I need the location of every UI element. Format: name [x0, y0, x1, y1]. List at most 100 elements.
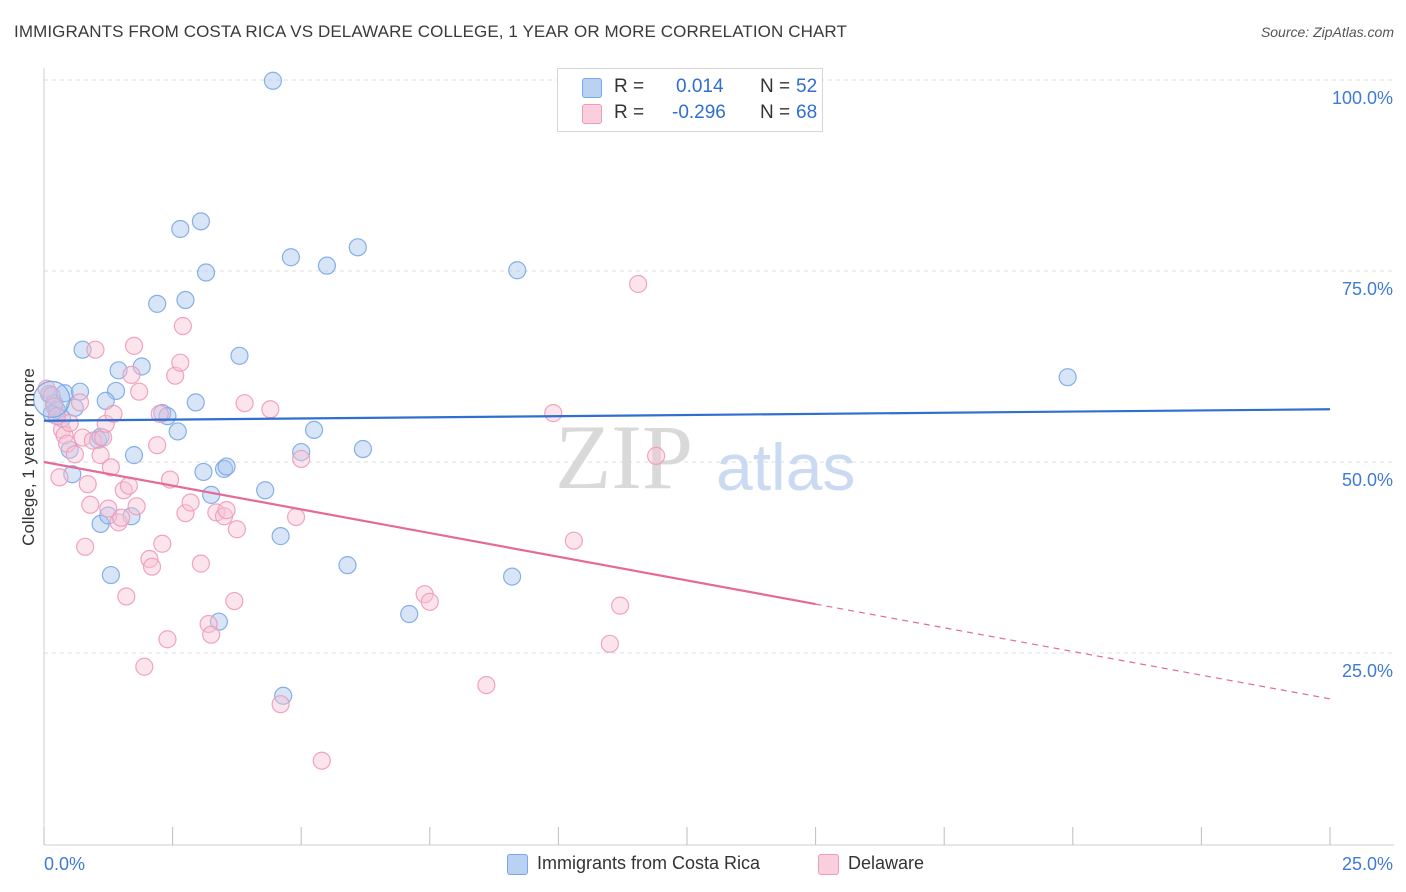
point-delaware [191, 554, 210, 573]
legend-swatch-pink [818, 854, 839, 875]
legend-r-label: R = [614, 76, 645, 97]
source-label: Source: ZipAtlas.com [1260, 24, 1394, 40]
point-delaware [153, 534, 172, 553]
point-delaware [235, 394, 254, 413]
point-costa-rica [271, 527, 290, 546]
trend-line-dashed-pink [815, 603, 1331, 700]
point-delaware [292, 449, 311, 469]
point-delaware [127, 497, 146, 516]
legend-swatch-blue [582, 78, 602, 98]
legend-n-label: N = [760, 76, 791, 97]
point-costa-rica [263, 71, 283, 90]
legend-r-value: -0.296 [672, 102, 726, 123]
point-delaware [101, 458, 120, 477]
x-tick-label: 0.0% [44, 854, 85, 874]
point-costa-rica [196, 263, 216, 282]
point-delaware [135, 657, 154, 676]
legend-n-value: 68 [796, 102, 818, 123]
legend-label-delaware: Delaware [848, 853, 925, 873]
point-delaware [148, 436, 167, 455]
y-tick-label: 50.0% [1342, 470, 1393, 490]
point-delaware [647, 446, 666, 465]
point-delaware [261, 400, 280, 419]
point-costa-rica [191, 212, 210, 231]
point-cluster-costa-rica [33, 380, 71, 418]
point-delaware [171, 353, 190, 372]
point-costa-rica [171, 219, 190, 239]
legend-n-value: 52 [796, 76, 818, 97]
point-delaware [544, 404, 563, 423]
point-delaware [629, 274, 648, 294]
legend-swatch-blue [507, 854, 528, 875]
point-costa-rica [186, 393, 205, 412]
point-costa-rica [148, 294, 167, 313]
point-costa-rica [292, 442, 311, 462]
point-costa-rica [70, 382, 90, 401]
point-costa-rica [101, 565, 120, 585]
point-costa-rica [230, 346, 249, 365]
axes [43, 68, 1394, 846]
trend-line-blue [43, 408, 1331, 422]
chart-title: IMMIGRANTS FROM COSTA RICA VS DELAWARE C… [14, 22, 847, 41]
point-delaware [99, 499, 118, 518]
y-tick-label: 25.0% [1342, 661, 1393, 681]
data-points [33, 71, 1077, 770]
legend-r-value: 0.014 [676, 76, 724, 97]
grid-lines [44, 79, 1394, 654]
point-delaware [91, 446, 110, 465]
point-delaware [112, 508, 131, 527]
legend-r-label: R = [614, 102, 645, 123]
point-delaware [104, 404, 123, 423]
point-delaware [130, 382, 149, 401]
watermark-zip: ZIP [555, 406, 693, 508]
point-costa-rica [1058, 368, 1077, 387]
point-delaware [86, 340, 105, 359]
point-delaware [124, 336, 144, 355]
point-costa-rica [338, 556, 357, 575]
point-costa-rica [194, 462, 213, 482]
point-delaware [94, 428, 113, 447]
point-delaware [564, 531, 583, 550]
point-delaware [73, 428, 92, 447]
point-costa-rica [73, 340, 92, 359]
point-delaware [81, 495, 100, 514]
point-costa-rica [503, 567, 522, 586]
point-delaware [150, 404, 169, 423]
point-delaware [312, 751, 331, 770]
point-costa-rica [353, 439, 373, 459]
point-delaware [122, 365, 141, 385]
tick-labels: 100.0% 75.0% 50.0% 25.0% 0.0% 25.0% [44, 88, 1393, 874]
point-delaware [76, 537, 95, 556]
trend-line-pink [43, 460, 816, 606]
point-costa-rica [124, 446, 144, 465]
point-delaware [117, 587, 136, 606]
point-costa-rica [168, 422, 187, 441]
trend-lines [43, 408, 1331, 700]
point-delaware [199, 614, 218, 634]
point-delaware [271, 695, 290, 714]
watermark-atlas: atlas [716, 430, 855, 504]
point-delaware [420, 592, 439, 611]
point-delaware [173, 316, 192, 336]
point-delaware [217, 501, 236, 520]
legend-swatch-pink [582, 104, 602, 124]
point-costa-rica [508, 261, 527, 280]
point-delaware [202, 625, 221, 644]
point-delaware [227, 520, 246, 539]
point-costa-rica [348, 238, 367, 257]
y-tick-label: 75.0% [1342, 279, 1393, 299]
y-axis-label: College, 1 year or more [19, 368, 38, 546]
point-delaware [158, 630, 177, 649]
point-delaware [477, 675, 496, 695]
point-costa-rica [317, 256, 337, 275]
legend-label-costa-rica: Immigrants from Costa Rica [537, 853, 761, 873]
point-delaware [83, 431, 102, 450]
point-delaware [42, 386, 61, 405]
point-costa-rica [256, 481, 275, 500]
point-costa-rica [217, 457, 236, 476]
point-costa-rica [281, 248, 301, 267]
y-tick-label: 100.0% [1332, 88, 1393, 108]
point-delaware [78, 475, 97, 494]
point-delaware [181, 493, 200, 512]
